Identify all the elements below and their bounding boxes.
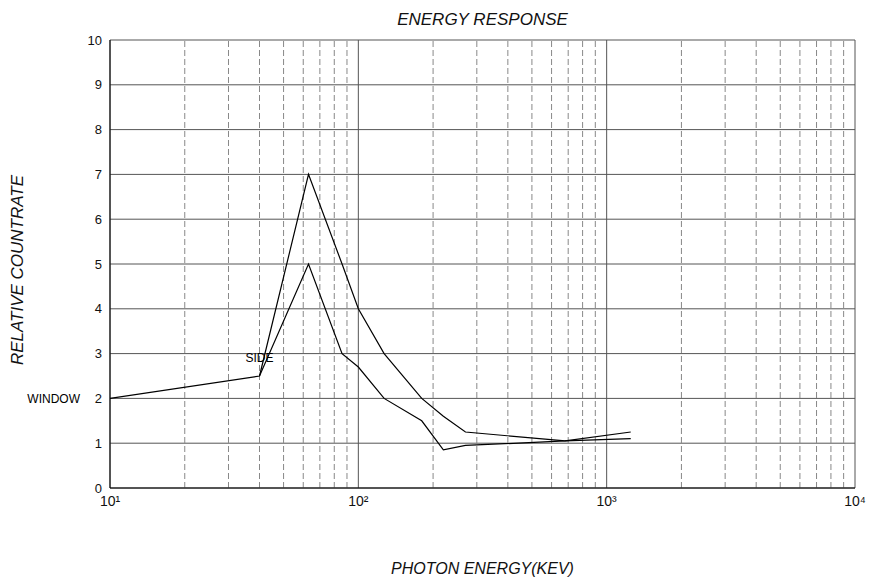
svg-text:WINDOW: WINDOW [27, 392, 80, 406]
html-text:PHOTON ENERGY(KEV): PHOTON ENERGY(KEV) [391, 560, 574, 577]
svg-text:9: 9 [95, 77, 102, 92]
svg-text:10⁴: 10⁴ [844, 493, 866, 509]
svg-text:2: 2 [95, 391, 102, 406]
svg-text:10: 10 [88, 33, 102, 48]
svg-text:3: 3 [95, 346, 102, 361]
svg-text:10¹: 10¹ [100, 493, 121, 509]
svg-text:SIDE: SIDE [246, 351, 274, 365]
html-text:RELATIVE COUNTRATE: RELATIVE COUNTRATE [8, 174, 27, 366]
svg-text:10²: 10² [348, 493, 369, 509]
svg-text:10³: 10³ [597, 493, 618, 509]
svg-text:4: 4 [95, 301, 102, 316]
svg-text:5: 5 [95, 257, 102, 272]
html-text:ENERGY RESPONSE: ENERGY RESPONSE [397, 10, 568, 29]
svg-text:7: 7 [95, 167, 102, 182]
svg-text:1: 1 [95, 436, 102, 451]
svg-text:6: 6 [95, 212, 102, 227]
svg-text:8: 8 [95, 122, 102, 137]
svg-text:0: 0 [95, 481, 102, 496]
